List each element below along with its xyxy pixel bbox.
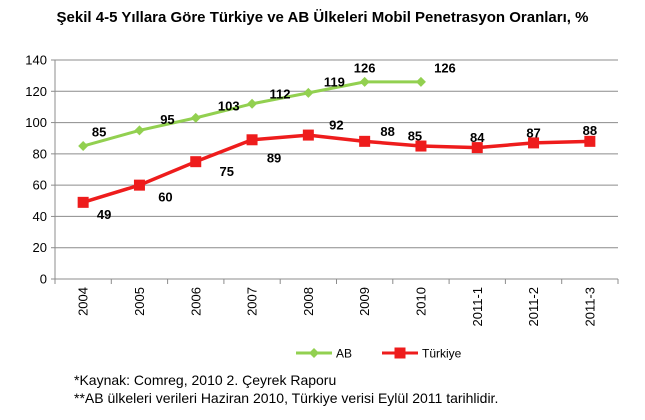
data-label: 103 (218, 98, 240, 113)
data-point-marker (303, 87, 314, 98)
y-tick-label: 140 (25, 53, 47, 68)
data-point-marker (134, 125, 145, 136)
data-label: 88 (380, 124, 394, 139)
data-point-marker (415, 76, 426, 87)
data-label: 49 (97, 207, 111, 222)
y-tick-label: 100 (25, 115, 47, 130)
data-point-marker (190, 156, 202, 168)
data-point-marker (246, 134, 258, 146)
footnote: **AB ülkeleri verileri Haziran 2010, Tür… (74, 390, 499, 406)
y-tick-label: 20 (33, 240, 47, 255)
data-point-marker (359, 135, 371, 147)
data-label: 84 (470, 130, 485, 145)
data-label: 75 (220, 164, 234, 179)
chart-title: Şekil 4-5 Yıllara Göre Türkiye ve AB Ülk… (56, 9, 589, 26)
data-point-marker (471, 142, 483, 154)
y-tick-label: 60 (33, 178, 47, 193)
data-point-marker (359, 76, 370, 87)
tick-labels: 0 20 40 60 80 100 120 140 2004 2005 2006 2007 2008 20… (25, 53, 597, 327)
data-point-marker (302, 129, 314, 141)
data-point-marker (190, 112, 201, 123)
data-label: 95 (160, 112, 174, 127)
legend-label: Türkiye (422, 347, 462, 361)
data-label: 60 (158, 190, 172, 205)
data-label: 126 (354, 60, 376, 75)
x-tick-label: 2011-1 (470, 287, 485, 327)
data-label: 126 (434, 60, 456, 75)
legend: AB Türkiye (296, 347, 462, 361)
y-tick-label: 80 (33, 146, 47, 161)
data-label: 85 (408, 129, 422, 144)
data-point-marker (584, 135, 596, 147)
legend-marker (309, 348, 319, 358)
data-label: 88 (583, 123, 597, 138)
x-tick-label: 2006 (188, 287, 203, 316)
legend-label: AB (336, 347, 352, 361)
data-label: 87 (526, 125, 540, 140)
legend-marker (394, 347, 406, 359)
notes: *Kaynak: Comreg, 2010 2. Çeyrek Raporu *… (74, 371, 498, 407)
data-point-marker (133, 179, 145, 191)
data-label: 92 (329, 118, 343, 133)
data-labels: 85 95 103 112 119 126 126 49 60 75 89 92 88 85 84 87 88 (92, 60, 597, 221)
data-point-marker (247, 98, 258, 109)
data-point-marker (77, 196, 89, 208)
gridlines (55, 59, 618, 249)
data-point-marker (78, 141, 89, 152)
y-tick-label: 0 (40, 272, 47, 287)
data-point-marker (528, 137, 540, 149)
data-point-marker (415, 140, 427, 152)
data-label: 89 (267, 150, 281, 165)
series-line-türkiye (82, 133, 590, 205)
data-label: 112 (270, 86, 291, 101)
x-tick-label: 2004 (76, 287, 91, 316)
data-label: 119 (324, 74, 345, 89)
x-tick-label: 2010 (413, 287, 428, 316)
y-tick-label: 40 (33, 209, 47, 224)
source-note: *Kaynak: Comreg, 2010 2. Çeyrek Raporu (74, 372, 337, 388)
series-lines (77, 76, 596, 208)
x-tick-label: 2011-2 (526, 287, 541, 327)
x-tick-label: 2005 (132, 287, 147, 316)
data-label: 85 (92, 125, 106, 140)
x-tick-label: 2008 (301, 287, 316, 316)
axes (51, 59, 619, 284)
y-tick-label: 120 (25, 84, 47, 99)
x-tick-label: 2011-3 (582, 287, 597, 327)
x-tick-label: 2007 (245, 287, 260, 316)
x-tick-label: 2009 (357, 287, 372, 316)
